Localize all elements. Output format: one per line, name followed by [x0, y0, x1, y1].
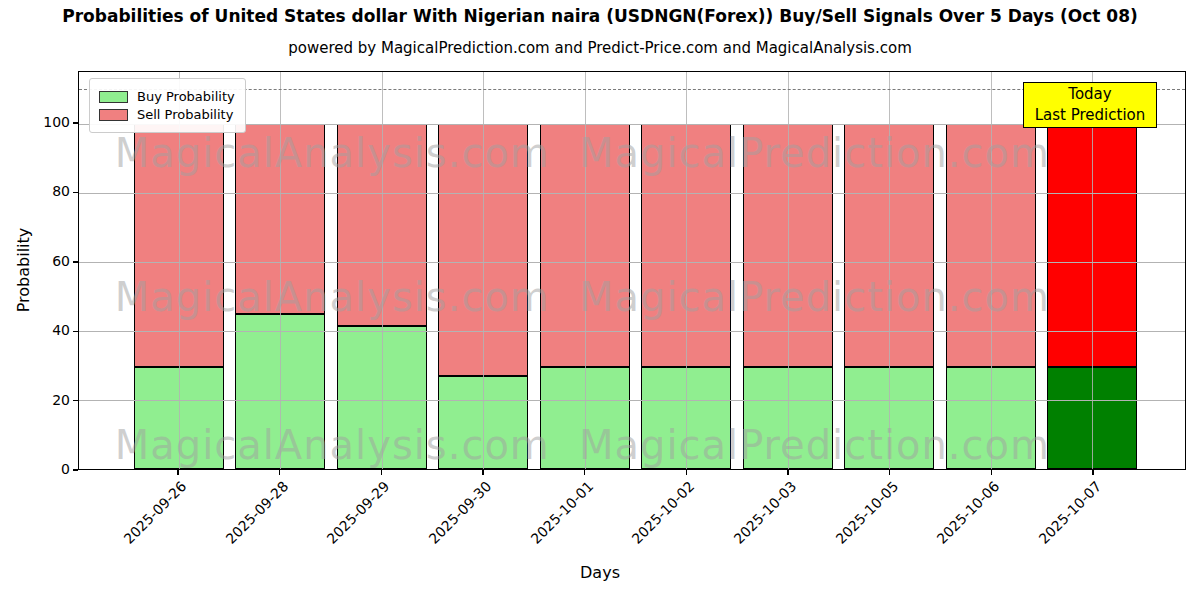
watermark-text: MagicalPrediction.com — [579, 422, 1050, 468]
x-tick-mark — [177, 470, 178, 475]
y-tick-label: 100 — [26, 114, 70, 130]
y-tick-mark — [73, 122, 78, 123]
watermark-text: MagicalPrediction.com — [579, 130, 1050, 176]
today-annotation-line2: Last Prediction — [1026, 105, 1154, 126]
y-tick-label: 40 — [26, 322, 70, 338]
legend-label: Buy Probability — [137, 89, 235, 104]
x-tick-mark — [279, 470, 280, 475]
y-tick-mark — [73, 192, 78, 193]
legend-item: Sell Probability — [99, 107, 235, 122]
chart-legend: Buy Probability Sell Probability — [89, 78, 246, 133]
horizontal-gridline — [79, 262, 1185, 263]
horizontal-gridline — [79, 400, 1185, 401]
y-tick-mark — [73, 469, 78, 470]
x-tick-mark — [686, 470, 687, 475]
y-tick-mark — [73, 331, 78, 332]
horizontal-gridline — [79, 193, 1185, 194]
x-tick-mark — [584, 470, 585, 475]
y-tick-label: 20 — [26, 392, 70, 408]
legend-label: Sell Probability — [137, 107, 233, 122]
chart-subtitle: powered by MagicalPrediction.com and Pre… — [0, 39, 1200, 57]
legend-item: Buy Probability — [99, 89, 235, 104]
vertical-gridline — [1092, 72, 1093, 469]
x-tick-mark — [1092, 470, 1093, 475]
x-tick-mark — [482, 470, 483, 475]
legend-swatch — [99, 109, 128, 121]
y-axis-label: Probability — [14, 228, 33, 313]
watermark-text: MagicalAnalysis.com — [115, 274, 550, 320]
y-tick-label: 80 — [26, 183, 70, 199]
chart-figure: Probabilities of United States dollar Wi… — [0, 0, 1200, 600]
y-tick-mark — [73, 261, 78, 262]
y-tick-label: 0 — [26, 461, 70, 477]
watermark-text: MagicalAnalysis.com — [115, 422, 550, 468]
chart-title: Probabilities of United States dollar Wi… — [0, 6, 1200, 26]
y-tick-label: 60 — [26, 253, 70, 269]
x-tick-mark — [991, 470, 992, 475]
plot-area: MagicalAnalysis.com MagicalPrediction.com… — [78, 71, 1186, 470]
horizontal-gridline — [79, 331, 1185, 332]
watermark-text: MagicalAnalysis.com — [115, 130, 550, 176]
y-tick-mark — [73, 400, 78, 401]
legend-swatch — [99, 91, 128, 103]
today-annotation-line1: Today — [1026, 84, 1154, 105]
watermark-text: MagicalPrediction.com — [579, 274, 1050, 320]
x-tick-mark — [889, 470, 890, 475]
x-tick-mark — [787, 470, 788, 475]
today-annotation: Today Last Prediction — [1023, 82, 1157, 128]
x-tick-mark — [381, 470, 382, 475]
